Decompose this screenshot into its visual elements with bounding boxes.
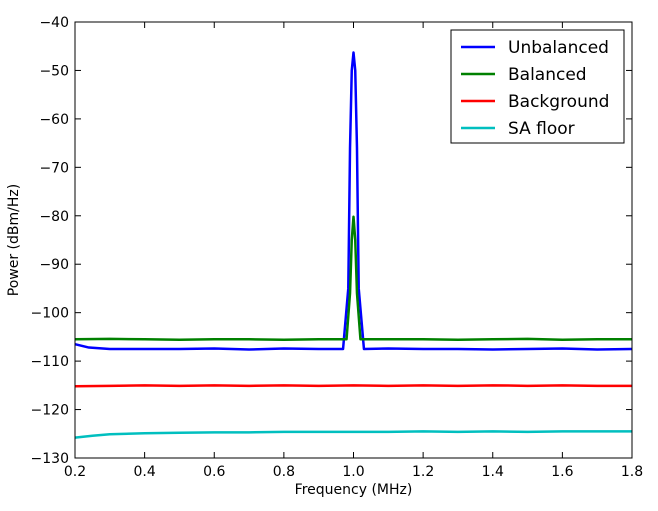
axes-layer: 0.2 0.4 0.6 0.8 1.0 1.2 1.4 1.6 1.8 −130 −120 −110 −… <box>31 15 644 480</box>
x-tick-label: 0.8 <box>273 464 295 480</box>
y-tick-label: −50 <box>39 63 69 79</box>
y-tick-label: −60 <box>39 112 69 128</box>
legend-box <box>450 29 625 144</box>
x-axis-label: Frequency (MHz) <box>295 482 413 498</box>
x-tick-label: 0.4 <box>133 464 155 480</box>
x-tick-label: 1.6 <box>551 464 573 480</box>
y-tick-label: −80 <box>39 209 69 225</box>
legend-label-unbalanced: Unbalanced <box>508 38 609 58</box>
x-tick-label: 0.2 <box>64 464 86 480</box>
y-tick-label: −40 <box>39 15 69 31</box>
y-tick-label: −120 <box>31 403 69 419</box>
y-tick-label: −130 <box>31 451 69 467</box>
series-layer <box>74 51 633 439</box>
y-tick-label: −110 <box>31 354 69 370</box>
x-tick-label: 1.4 <box>482 464 504 480</box>
series-line-sa-floor <box>74 430 632 439</box>
x-tick-label: 1.8 <box>621 464 643 480</box>
y-axis-label: Power (dBm/Hz) <box>6 184 22 296</box>
x-tick-label: 1.0 <box>342 464 364 480</box>
legend-label-background: Background <box>508 92 609 112</box>
x-tick-label: 1.2 <box>412 464 434 480</box>
y-tick-label: −100 <box>31 306 69 322</box>
series-line-balanced <box>74 215 632 342</box>
legend: Unbalanced Balanced Background SA floor <box>450 29 625 144</box>
y-tick-label: −70 <box>39 160 69 176</box>
x-tick-label: 0.6 <box>203 464 225 480</box>
series-line-unbalanced <box>74 51 633 351</box>
series-line-background <box>74 384 632 388</box>
legend-label-sa-floor: SA floor <box>508 119 575 139</box>
y-tick-label: −90 <box>39 257 69 273</box>
legend-label-balanced: Balanced <box>508 65 587 85</box>
